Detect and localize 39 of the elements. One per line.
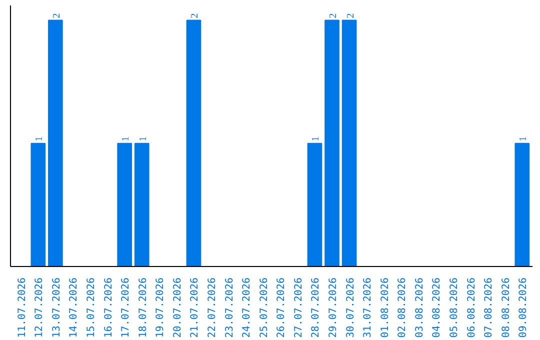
x-tick-label: 03.08.2026 xyxy=(414,277,426,338)
x-tick-label: 11.07.2026 xyxy=(16,277,28,338)
data-label: 1 xyxy=(310,136,322,142)
x-tick-label: 08.08.2026 xyxy=(500,277,512,338)
data-label: 1 xyxy=(138,136,149,142)
x-tick-label: 12.07.2026 xyxy=(34,277,46,338)
x-tick-label: 27.07.2026 xyxy=(293,277,304,338)
data-label: 1 xyxy=(120,136,132,142)
x-tick-label: 01.08.2026 xyxy=(380,277,391,338)
data-label: 2 xyxy=(345,13,356,18)
data-label: 1 xyxy=(34,136,46,142)
x-tick-label: 17.07.2026 xyxy=(120,277,132,338)
x-tick-label: 21.07.2026 xyxy=(190,277,201,338)
x-tick-label: 23.07.2026 xyxy=(224,277,236,338)
x-tick-label: 14.07.2026 xyxy=(68,277,80,338)
x-tick-label: 19.07.2026 xyxy=(155,277,166,338)
x-tick-label: 09.08.2026 xyxy=(518,277,530,338)
x-tick-label: 29.07.2026 xyxy=(328,277,339,338)
data-label: 2 xyxy=(190,13,201,18)
x-tick-label: 13.07.2026 xyxy=(51,277,62,338)
x-tick-label: 24.07.2026 xyxy=(242,277,253,338)
x-tick-label: 02.08.2026 xyxy=(397,277,408,338)
x-tick-label: 05.08.2026 xyxy=(448,277,460,338)
x-tick-label: 25.07.2026 xyxy=(258,277,270,338)
x-tick-label: 06.08.2026 xyxy=(466,277,478,338)
x-tick-label: 18.07.2026 xyxy=(138,277,149,338)
data-label: 2 xyxy=(51,13,62,18)
x-tick-label: 22.07.2026 xyxy=(207,277,218,338)
data-label: 2 xyxy=(328,13,339,18)
x-tick-label: 15.07.2026 xyxy=(86,277,98,338)
x-tick-label: 04.08.2026 xyxy=(432,277,443,338)
x-tick-label: 20.07.2026 xyxy=(172,277,184,338)
x-tick-label: 30.07.2026 xyxy=(345,277,356,338)
x-tick-label: 31.07.2026 xyxy=(362,277,374,338)
x-tick-label: 26.07.2026 xyxy=(276,277,288,338)
data-label: 1 xyxy=(518,136,530,142)
x-tick-label: 28.07.2026 xyxy=(310,277,322,338)
x-tick-label: 07.08.2026 xyxy=(484,277,495,338)
x-tick-label: 16.07.2026 xyxy=(103,277,114,338)
